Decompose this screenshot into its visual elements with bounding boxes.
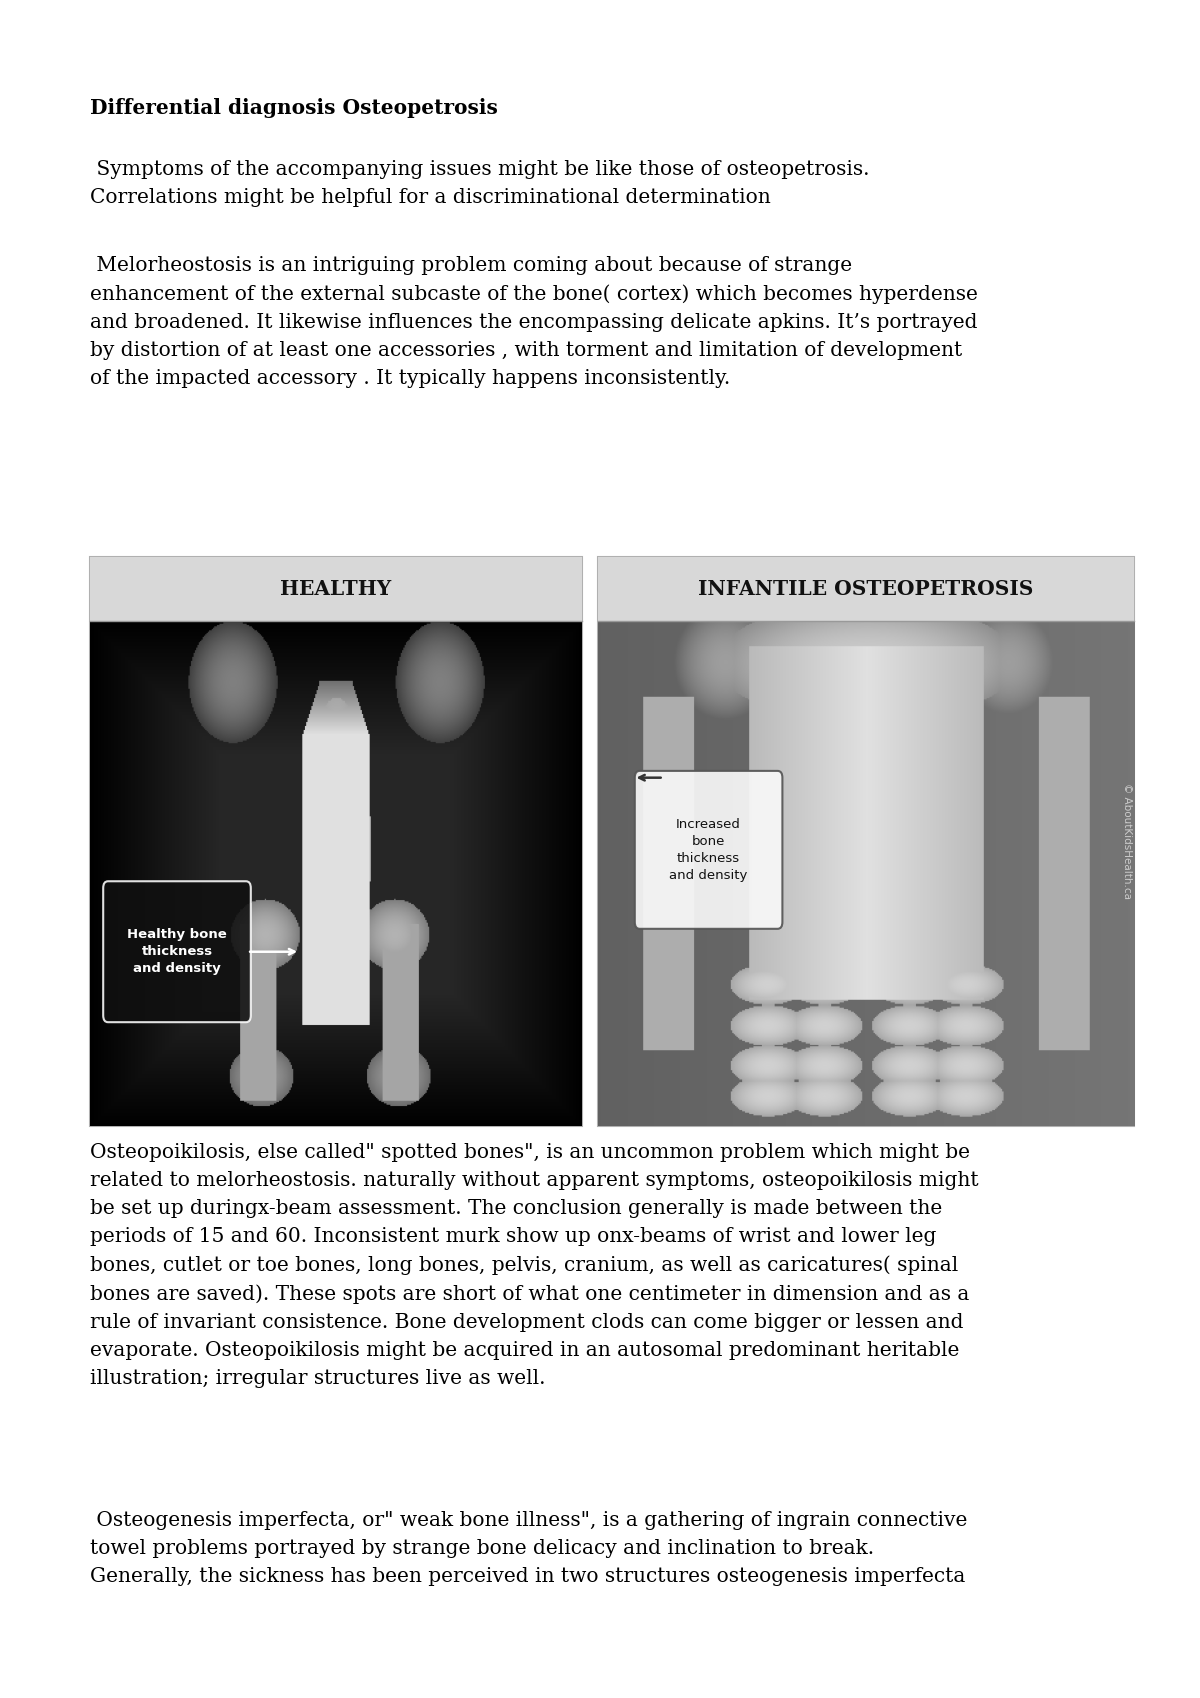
FancyBboxPatch shape [103,881,251,1022]
Text: Symptoms of the accompanying issues might be like those of osteopetrosis.
Correl: Symptoms of the accompanying issues migh… [90,160,870,207]
Text: HEALTHY: HEALTHY [281,579,391,599]
Text: Differential diagnosis Osteopetrosis: Differential diagnosis Osteopetrosis [90,98,498,119]
Text: Osteopoikilosis, else called" spotted bones", is an uncommon problem which might: Osteopoikilosis, else called" spotted bo… [90,1143,979,1387]
Text: Healthy bone
thickness
and density: Healthy bone thickness and density [127,929,227,975]
Text: Melorheostosis is an intriguing problem coming about because of strange
enhancem: Melorheostosis is an intriguing problem … [90,256,978,389]
FancyBboxPatch shape [90,557,582,621]
FancyBboxPatch shape [635,771,782,929]
Text: © AboutKidsHealth.ca: © AboutKidsHealth.ca [1122,783,1132,900]
FancyBboxPatch shape [90,557,582,1126]
Text: INFANTILE OSTEOPETROSIS: INFANTILE OSTEOPETROSIS [698,579,1033,599]
FancyBboxPatch shape [598,557,1134,621]
FancyBboxPatch shape [598,557,1134,1126]
Text: Osteogenesis imperfecta, or" weak bone illness", is a gathering of ingrain conne: Osteogenesis imperfecta, or" weak bone i… [90,1511,967,1586]
Text: Increased
bone
thickness
and density: Increased bone thickness and density [670,818,748,881]
